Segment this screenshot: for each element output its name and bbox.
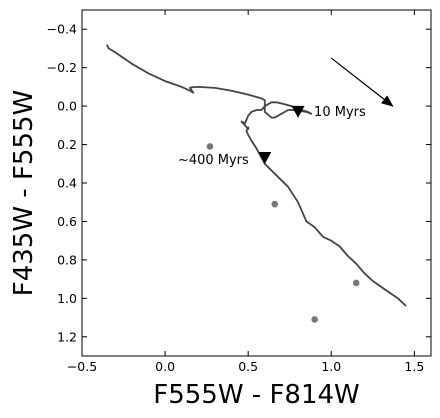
- age-marker-triangle: [291, 105, 305, 118]
- y-tick-label: 0.8: [57, 252, 77, 267]
- age-marker-label: ~400 Myrs: [178, 153, 249, 168]
- y-tick-label: 0.4: [57, 176, 77, 191]
- reddening-arrow: [330, 57, 394, 107]
- y-tick-label: −0.4: [47, 22, 77, 37]
- data-point: [206, 143, 214, 150]
- plot-content: 10 Myrs ~400 Myrs: [106, 44, 407, 323]
- data-point: [311, 316, 318, 323]
- x-tick-label: −0.5: [67, 359, 97, 374]
- x-tick-label: 1.5: [404, 359, 424, 374]
- x-tick-label: 0.0: [155, 359, 175, 374]
- y-tick-label: 1.2: [57, 329, 77, 344]
- data-point: [352, 279, 360, 287]
- y-tick-label: 0.6: [57, 214, 77, 229]
- data-point: [271, 200, 279, 208]
- age-marker-label: 10 Myrs: [314, 105, 366, 120]
- plot-frame: [81, 9, 432, 357]
- axis-ticks: −0.5 0.0 0.5 1.0 1.5 −0.4 −0.2 0.0 0.2 0.4 0.6 0.8 1…: [47, 10, 431, 374]
- y-tick-label: 0.2: [57, 137, 77, 152]
- isochrone-track-line: [106, 44, 407, 307]
- x-axis-label: F555W - F814W: [153, 380, 360, 410]
- x-tick-label: 0.5: [238, 359, 258, 374]
- x-tick-label: 1.0: [321, 359, 341, 374]
- age-marker-triangle: [258, 152, 272, 165]
- y-axis-label: F435W - F555W: [9, 90, 39, 297]
- y-tick-label: 1.0: [57, 291, 77, 306]
- y-tick-label: 0.0: [57, 99, 77, 114]
- y-tick-label: −0.2: [47, 60, 77, 75]
